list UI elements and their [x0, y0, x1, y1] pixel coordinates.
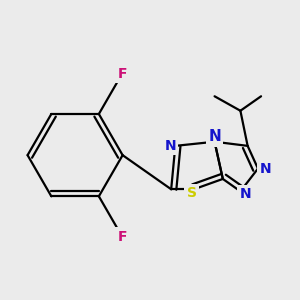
Text: F: F — [117, 67, 127, 81]
Text: N: N — [208, 129, 221, 144]
Text: S: S — [187, 186, 197, 200]
Text: N: N — [164, 139, 176, 153]
Text: F: F — [117, 230, 127, 244]
Text: N: N — [240, 188, 251, 201]
Text: N: N — [260, 162, 271, 176]
